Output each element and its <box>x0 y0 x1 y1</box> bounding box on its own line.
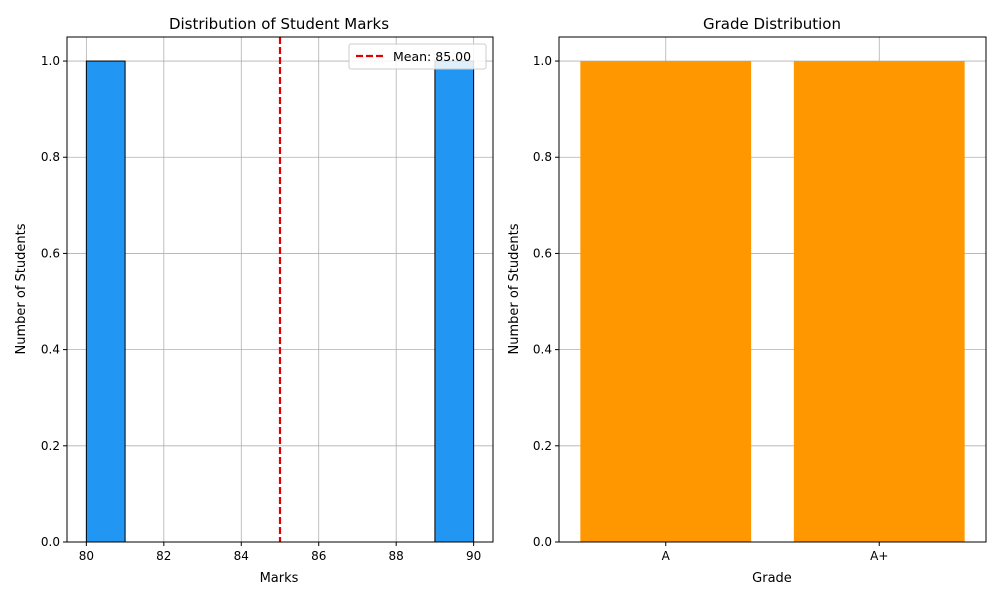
histogram-y-tick-label: 0.8 <box>41 150 60 164</box>
grade-x-tick-label: A <box>662 549 671 563</box>
grade-title: Grade Distribution <box>703 15 841 33</box>
histogram-y-tick-label: 0.2 <box>41 439 60 453</box>
grade-y-tick-label: 0.2 <box>533 439 552 453</box>
histogram-y-tick-label: 0.4 <box>41 343 60 357</box>
histogram-bar <box>434 60 475 543</box>
grade-y-tick-label: 0.6 <box>533 246 552 260</box>
histogram-y-tick-label: 0.0 <box>41 535 60 549</box>
histogram-x-tick-label: 80 <box>79 549 94 563</box>
histogram-bar <box>85 60 126 543</box>
grade-y-label: Number of Students <box>507 223 522 354</box>
histogram-x-tick-label: 86 <box>311 549 326 563</box>
grade-y-ticks: 0.0 0.2 0.4 0.6 0.8 1.0 <box>533 54 559 549</box>
legend-mean-label: Mean: 85.00 <box>393 49 471 64</box>
grade-x-tick-label: A+ <box>870 549 888 563</box>
histogram-x-ticks: 80 82 84 86 88 90 <box>79 542 481 563</box>
grade-y-tick-label: 0.4 <box>533 343 552 357</box>
grade-bar <box>580 61 752 543</box>
histogram-y-tick-label: 1.0 <box>41 54 60 68</box>
histogram-y-label: Number of Students <box>14 223 29 354</box>
grade-bar-chart: A A+ 0.0 0.2 0.4 0.6 0.8 1.0 Grade Distributio… <box>507 15 987 586</box>
histogram-chart: 80 82 84 86 88 90 0.0 0.2 0.4 0.6 0.8 1.0 Distribu… <box>14 15 494 586</box>
histogram-x-label: Marks <box>260 571 299 586</box>
histogram-x-tick-label: 84 <box>234 549 249 563</box>
grade-y-tick-label: 0.0 <box>533 535 552 549</box>
histogram-legend: Mean: 85.00 <box>348 43 487 70</box>
grade-x-label: Grade <box>752 571 792 586</box>
histogram-x-tick-label: 82 <box>156 549 171 563</box>
grade-y-tick-label: 0.8 <box>533 150 552 164</box>
histogram-x-tick-label: 88 <box>389 549 404 563</box>
grade-axes-frame <box>558 36 987 543</box>
grade-bars <box>580 61 965 543</box>
grade-x-ticks: A A+ <box>662 542 888 563</box>
histogram-y-ticks: 0.0 0.2 0.4 0.6 0.8 1.0 <box>41 54 67 549</box>
grade-y-tick-label: 1.0 <box>533 54 552 68</box>
grade-bar <box>793 61 965 543</box>
histogram-title: Distribution of Student Marks <box>169 15 389 33</box>
legend-box <box>348 43 487 70</box>
histogram-x-tick-label: 90 <box>466 549 481 563</box>
histogram-axes-frame <box>66 36 494 543</box>
histogram-bars <box>85 60 475 543</box>
histogram-y-tick-label: 0.6 <box>41 246 60 260</box>
